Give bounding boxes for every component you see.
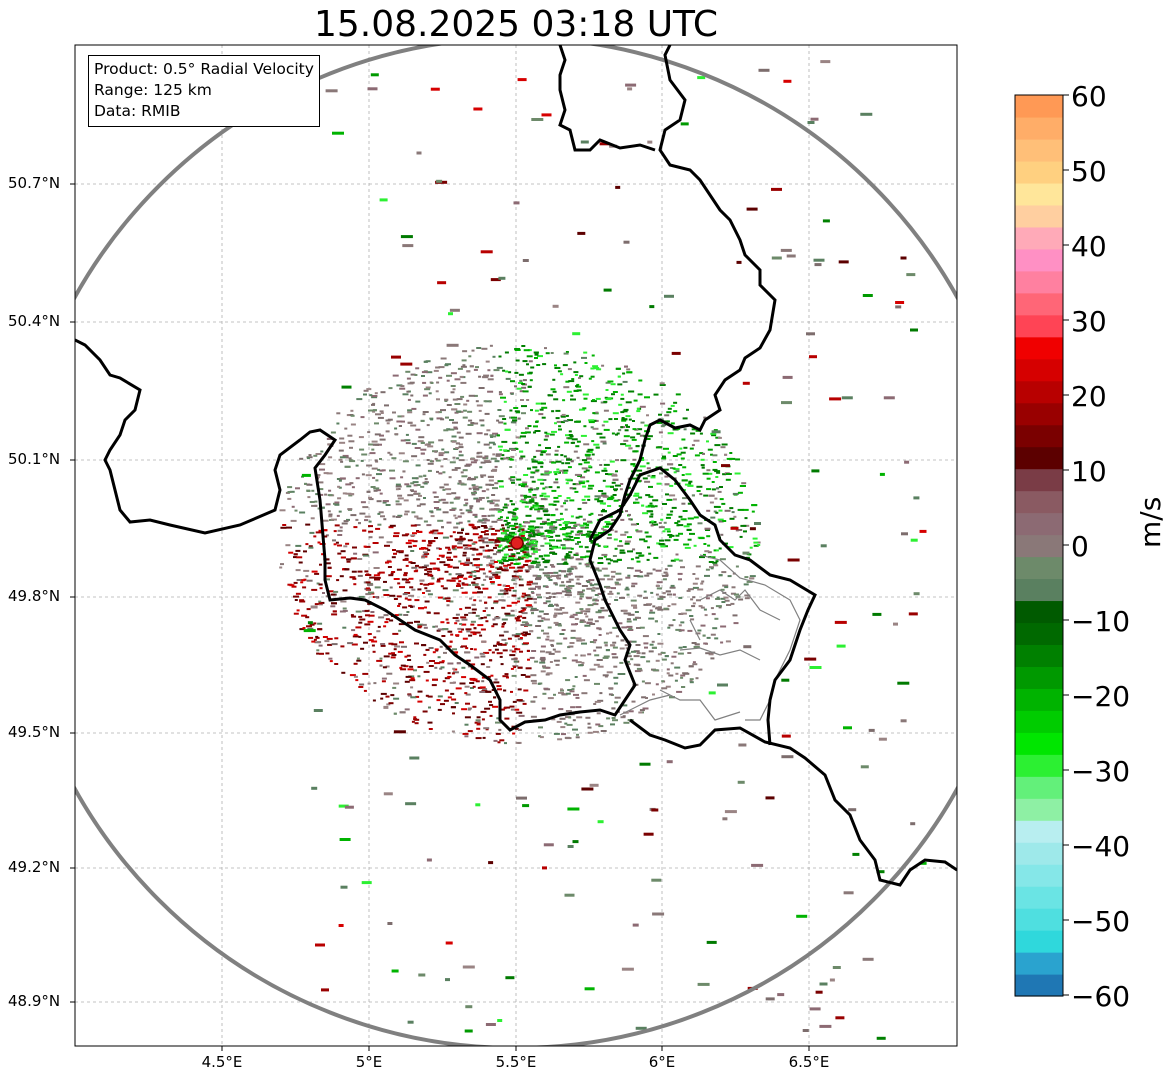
- colorbar-swatch: [1015, 116, 1063, 140]
- radar-site-marker: [510, 536, 524, 550]
- lat-tick-label: 49.5°N: [8, 723, 61, 741]
- colorbar-swatch: [1015, 138, 1063, 162]
- colorbar-swatch: [1015, 908, 1063, 931]
- national-border: [558, 45, 656, 152]
- lat-tick-label: 48.9°N: [8, 992, 61, 1010]
- colorbar-swatch: [1015, 226, 1063, 250]
- colorbar-swatch: [1015, 820, 1063, 843]
- lat-tick-label: 49.2°N: [8, 858, 61, 876]
- lat-tick-label: 50.4°N: [8, 312, 61, 330]
- colorbar-swatch: [1015, 534, 1063, 558]
- lat-tick-label: 50.1°N: [8, 450, 61, 468]
- colorbar-swatch: [1015, 248, 1063, 272]
- colorbar-swatch: [1015, 710, 1063, 733]
- data-source-label: Data: RMIB: [94, 102, 181, 120]
- colorbar-swatch: [1015, 182, 1063, 206]
- colorbar-swatch: [1015, 556, 1063, 580]
- colorbar-swatch: [1015, 754, 1063, 777]
- colorbar-swatch: [1015, 688, 1063, 711]
- colorbar-swatch: [1015, 776, 1063, 799]
- colorbar-swatch: [1015, 622, 1063, 645]
- colorbar-tick-label: −60: [1071, 980, 1131, 1013]
- colorbar-swatch: [1015, 490, 1063, 514]
- colorbar-tick-label: 60: [1071, 80, 1107, 113]
- colorbar-swatch: [1015, 974, 1063, 997]
- colorbar-swatch: [1015, 666, 1063, 689]
- colorbar-swatch: [1015, 600, 1063, 624]
- colorbar-swatch: [1015, 292, 1063, 316]
- colorbar-tick-label: 10: [1071, 455, 1107, 488]
- colorbar-swatch: [1015, 578, 1063, 602]
- colorbar-unit-label: m/s: [1134, 496, 1167, 548]
- product-label: Product: 0.5° Radial Velocity: [94, 60, 314, 78]
- colorbar-swatch: [1015, 952, 1063, 975]
- colorbar-swatch: [1015, 402, 1063, 426]
- lon-tick-label: 5°E: [355, 1053, 383, 1071]
- range-label: Range: 125 km: [94, 81, 212, 99]
- colorbar-swatch: [1015, 336, 1063, 360]
- colorbar-swatch: [1015, 95, 1063, 118]
- colorbar-swatch: [1015, 798, 1063, 821]
- colorbar-swatch: [1015, 930, 1063, 953]
- radar-echoes: [279, 60, 927, 1040]
- colorbar-tick-label: 40: [1071, 230, 1107, 263]
- colorbar-swatch: [1015, 314, 1063, 338]
- national-border: [75, 45, 777, 732]
- colorbar-swatch: [1015, 446, 1063, 470]
- colorbar-tick-label: −20: [1071, 680, 1131, 713]
- colorbar-swatch: [1015, 160, 1063, 184]
- colorbar-swatch: [1015, 270, 1063, 294]
- colorbar-tick-label: 20: [1071, 380, 1107, 413]
- lon-tick-label: 6.5°E: [788, 1053, 830, 1071]
- lon-tick-label: 5.5°E: [495, 1053, 537, 1071]
- colorbar-swatch: [1015, 512, 1063, 536]
- colorbar-swatch: [1015, 424, 1063, 448]
- map-gridlines: [75, 45, 957, 1046]
- region-border: [619, 554, 801, 721]
- colorbar-tick-label: −50: [1071, 905, 1131, 938]
- map-title: 15.08.2025 03:18 UTC: [313, 4, 719, 45]
- colorbar-swatch: [1015, 886, 1063, 909]
- product-info-box: Product: 0.5° Radial Velocity Range: 125…: [88, 55, 320, 127]
- colorbar-tick-label: −40: [1071, 830, 1131, 863]
- lat-tick-label: 49.8°N: [8, 587, 61, 605]
- lat-tick-label: 50.7°N: [8, 174, 61, 192]
- colorbar-tick-label: 0: [1071, 530, 1089, 563]
- colorbar-swatch: [1015, 864, 1063, 887]
- colorbar-ticks: [1063, 94, 1069, 996]
- national-border: [629, 718, 957, 887]
- colorbar-swatch: [1015, 732, 1063, 755]
- colorbar-tick-label: 30: [1071, 305, 1107, 338]
- colorbar-tick-label: −30: [1071, 755, 1131, 788]
- colorbar-swatch: [1015, 644, 1063, 667]
- national-border: [588, 466, 817, 746]
- axis-ticks: [70, 183, 810, 1051]
- colorbar-tick-label: −10: [1071, 605, 1131, 638]
- colorbar-swatch: [1015, 358, 1063, 382]
- colorbar: [1015, 95, 1063, 997]
- lon-tick-label: 4.5°E: [201, 1053, 243, 1071]
- colorbar-swatch: [1015, 204, 1063, 228]
- colorbar-swatch: [1015, 468, 1063, 492]
- colorbar-swatch: [1015, 842, 1063, 865]
- colorbar-tick-label: 50: [1071, 155, 1107, 188]
- lon-tick-label: 6°E: [648, 1053, 676, 1071]
- colorbar-swatch: [1015, 380, 1063, 404]
